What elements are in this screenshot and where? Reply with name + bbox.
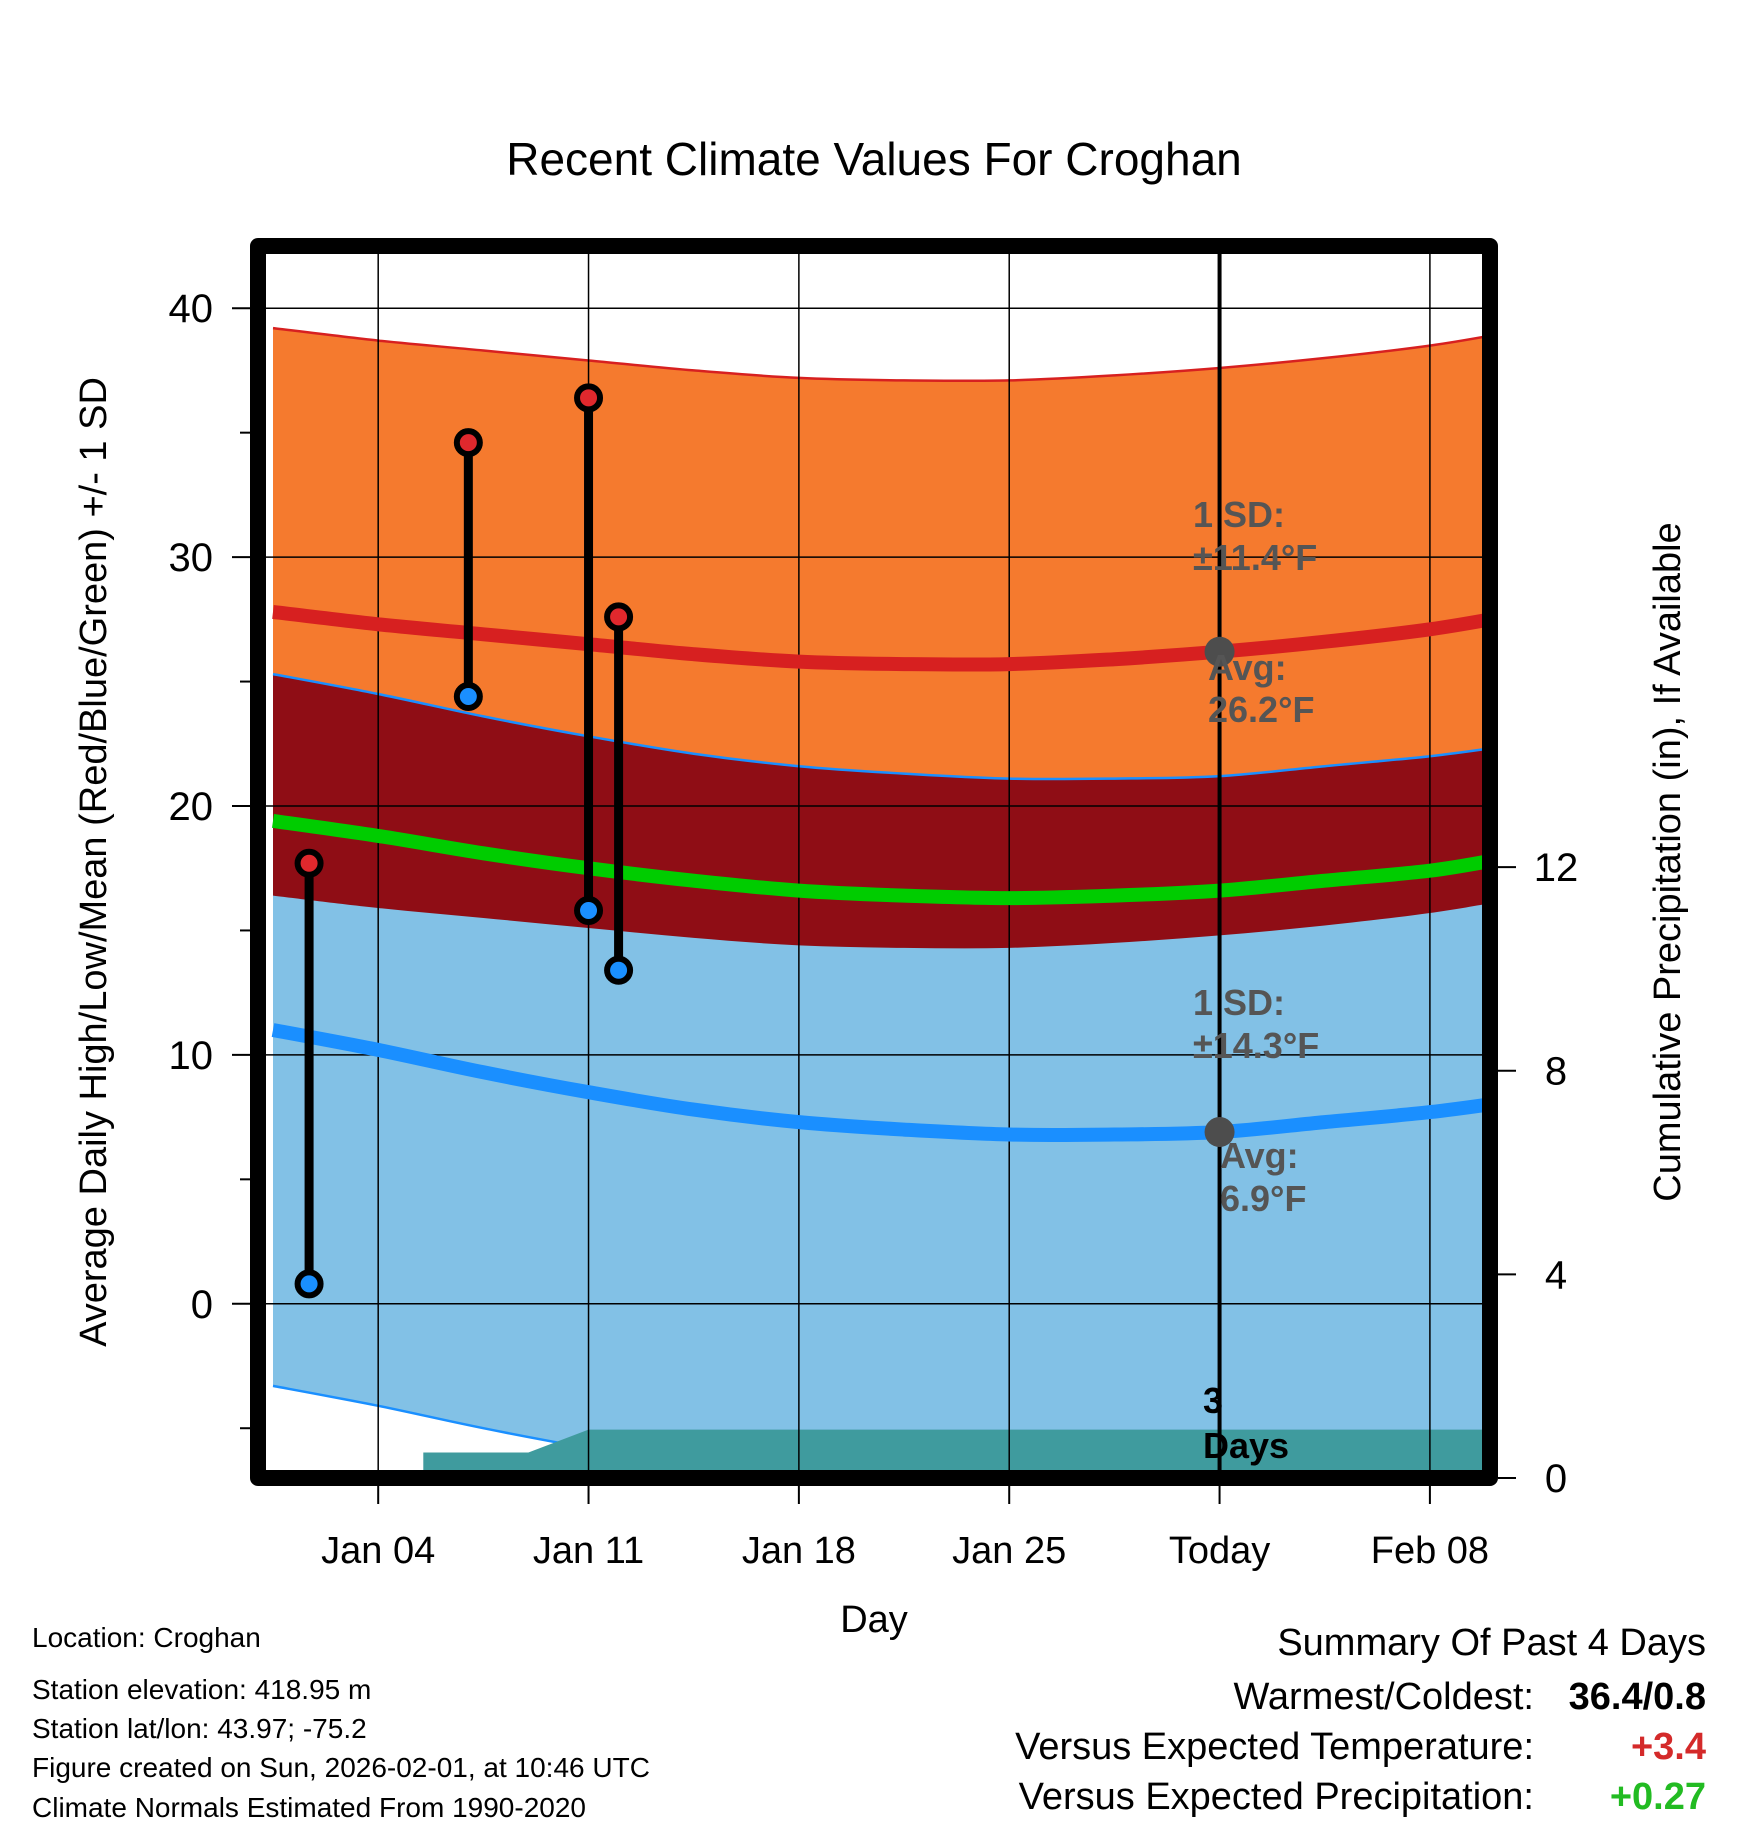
y2-tick-label: 8	[1545, 1050, 1567, 1094]
days-count: 3	[1203, 1380, 1223, 1421]
precip-value: +0.27	[1609, 1776, 1706, 1818]
plot-area	[258, 246, 1490, 1478]
temp-value: +3.4	[1630, 1726, 1706, 1768]
summary-title: Summary Of Past 4 Days	[1277, 1622, 1706, 1664]
normal-low-line	[271, 1023, 1490, 1143]
summary-warmest-row: Warmest/Coldest: 36.4/0.8	[1233, 1676, 1706, 1719]
low-sd-value: ±14.3°F	[1193, 1025, 1319, 1066]
observed-high-marker	[453, 428, 483, 458]
precip-label: Versus Expected Precipitation:	[1018, 1776, 1534, 1818]
x-tick-label: Jan 04	[321, 1530, 435, 1572]
high-avg-value: 26.2°F	[1208, 689, 1314, 730]
y-tick-label: 30	[169, 536, 214, 580]
summary-precip-row: Versus Expected Precipitation: +0.27	[1019, 1776, 1706, 1819]
x-tick-label: Jan 18	[742, 1530, 856, 1572]
latlon-text: Station lat/lon: 43.97; -75.2	[32, 1713, 367, 1744]
y2-tick-label: 4	[1545, 1253, 1567, 1297]
x-tick-label: Feb 08	[1371, 1530, 1489, 1572]
high-sd-label: 1 SD:	[1193, 494, 1285, 535]
location-text: Location: Croghan	[32, 1622, 261, 1653]
annotations: 1 SD: ±11.4°F Avg: 26.2°F 1 SD: ±14.3°F …	[1193, 494, 1319, 1219]
x-tick-label: Jan 11	[533, 1530, 644, 1572]
today-low-avg-marker	[1204, 1117, 1235, 1148]
days-word: Days	[1203, 1425, 1289, 1466]
precipitation-area	[423, 1429, 1490, 1478]
warmest-value: 36.4/0.8	[1568, 1676, 1706, 1718]
x-tick-label: Jan 25	[952, 1530, 1066, 1572]
low-avg-label: Avg:	[1220, 1135, 1299, 1176]
low-avg-value: 6.9°F	[1220, 1178, 1306, 1219]
y-tick-label: 10	[169, 1034, 214, 1078]
normal-high-line	[272, 604, 1490, 672]
y-tick-label: 20	[169, 785, 214, 829]
normal-mean-line	[272, 813, 1490, 906]
y-tick-labels: 0 10 20 30 40	[169, 287, 214, 1327]
observed-low-marker	[294, 1269, 324, 1299]
low-band-bottom-edge	[272, 1384, 1490, 1478]
observed-high-marker	[574, 383, 604, 413]
warmest-label: Warmest/Coldest:	[1233, 1676, 1534, 1718]
axis-ticks	[232, 307, 1516, 1504]
normals-text: Climate Normals Estimated From 1990-2020	[32, 1792, 586, 1823]
observed-low-marker	[604, 955, 634, 985]
y-tick-label: 0	[191, 1283, 213, 1327]
observed-high-marker	[294, 848, 324, 878]
y2-tick-label: 0	[1545, 1457, 1567, 1501]
y2-axis-label: Cumulative Precipitation (in), If Availa…	[1647, 522, 1689, 1201]
y2-tick-label: 12	[1534, 846, 1579, 890]
y-axis-label: Average Daily High/Low/Mean (Red/Blue/Gr…	[73, 377, 115, 1347]
observed-low-marker	[574, 896, 604, 926]
chart-title: Recent Climate Values For Croghan	[506, 133, 1241, 185]
observed-high-marker	[604, 602, 634, 632]
overlap-band	[273, 674, 1490, 949]
low-band-top-edge	[272, 672, 1490, 781]
today-high-avg-marker	[1204, 636, 1235, 667]
y2-tick-labels: 0 4 8 12	[1534, 846, 1579, 1501]
summary-temp-row: Versus Expected Temperature: +3.4	[1015, 1726, 1706, 1769]
observed-low-marker	[453, 681, 483, 711]
y-tick-label: 40	[169, 287, 214, 331]
created-text: Figure created on Sun, 2026-02-01, at 10…	[32, 1752, 650, 1783]
x-tick-labels: Jan 04 Jan 11 Jan 18 Jan 25 Today Feb 08	[321, 1530, 1489, 1572]
days-annotation: 3 Days	[1203, 1380, 1289, 1466]
high-avg-label: Avg:	[1208, 647, 1287, 688]
elevation-text: Station elevation: 418.95 m	[32, 1674, 372, 1705]
plot-frame	[250, 238, 1498, 1486]
observed-temperatures	[294, 383, 634, 1299]
low-sd-label: 1 SD:	[1193, 982, 1285, 1023]
x-axis-label: Day	[840, 1599, 908, 1641]
temp-label: Versus Expected Temperature:	[1015, 1726, 1534, 1768]
high-sd-value: ±11.4°F	[1193, 537, 1317, 578]
x-tick-label: Today	[1169, 1530, 1270, 1572]
high-band-top-edge	[272, 326, 1490, 383]
